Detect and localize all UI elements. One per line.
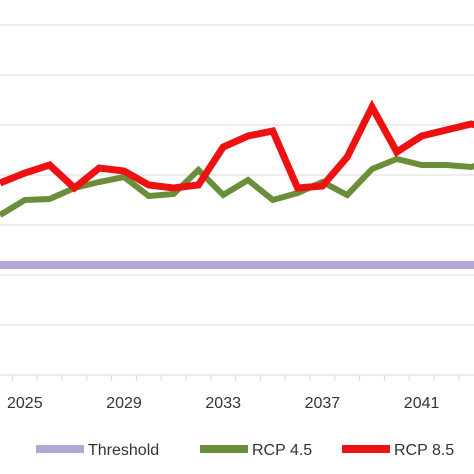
- series-line-rcp-4-5: [0, 155, 474, 218]
- legend-label-threshold: Threshold: [88, 442, 159, 459]
- legend-label-rcp45: RCP 4.5: [252, 442, 312, 459]
- series-lines: [0, 99, 474, 269]
- legend: Threshold RCP 4.5 RCP 8.5: [36, 442, 454, 459]
- series-line-rcp-8-5: [0, 99, 474, 193]
- legend-item-rcp85: RCP 8.5: [342, 442, 454, 459]
- legend-item-rcp45: RCP 4.5: [200, 442, 312, 459]
- x-tick-label: 2037: [305, 395, 341, 412]
- x-tick-label: 2029: [106, 395, 142, 412]
- x-tick-label: 2041: [404, 395, 440, 412]
- x-axis-tick-labels: 2025 2029 2033 2037 2041: [7, 395, 439, 412]
- gridlines: [0, 24, 474, 326]
- x-tick-label: 2025: [7, 395, 43, 412]
- legend-label-rcp85: RCP 8.5: [394, 442, 454, 459]
- x-axis-ticks: [11, 375, 460, 381]
- legend-item-threshold: Threshold: [36, 442, 159, 459]
- x-tick-label: 2033: [205, 395, 241, 412]
